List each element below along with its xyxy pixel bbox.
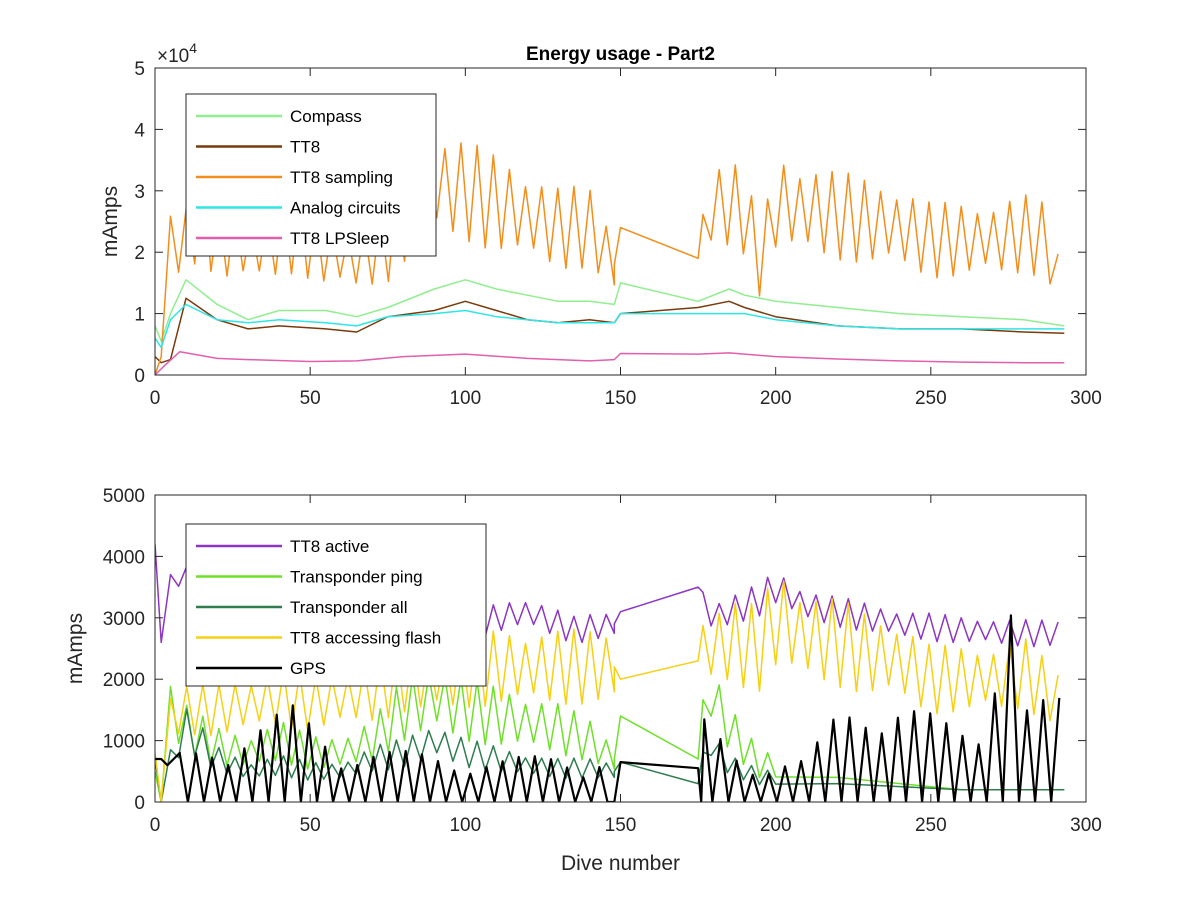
top-y-multiplier: ×104 [157, 40, 197, 67]
top-series-lines [155, 142, 1065, 375]
legend-entry-label: Analog circuits [290, 199, 401, 218]
x-tick-label: 150 [605, 388, 637, 409]
x-tick-label: 100 [449, 815, 481, 836]
legend-entry-label: TT8 accessing flash [290, 629, 441, 648]
top-legend: Compass TT8 TT8 sampling Analog circuits TT8… [185, 93, 437, 257]
x-tick-label: 200 [760, 388, 792, 409]
legend-entry-label: Compass [290, 107, 362, 126]
chart-title: Energy usage - Part2 [526, 44, 715, 65]
legend-box [185, 93, 437, 257]
multiplier-exponent: 4 [189, 40, 197, 56]
x-tick-label: 300 [1070, 388, 1102, 409]
x-tick-label: 200 [760, 815, 792, 836]
y-tick-label: 4 [134, 120, 145, 141]
x-tick-label: 300 [1070, 815, 1102, 836]
y-tick-label: 4000 [103, 547, 145, 568]
y-tick-label: 3000 [103, 609, 145, 630]
legend-entry-label: TT8 active [290, 537, 369, 556]
x-tick-label: 250 [915, 815, 947, 836]
y-tick-label: 5000 [103, 486, 145, 507]
y-tick-label: 2000 [103, 670, 145, 691]
legend-entry-label: Transponder ping [290, 568, 423, 587]
x-tick-label: 0 [150, 388, 161, 409]
series-line-transponder-ping [155, 674, 1065, 802]
y-tick-label: 1000 [103, 732, 145, 753]
series-line-tt8-lpsleep [155, 350, 1065, 375]
bottom-y-axis-label: mAmps [64, 613, 87, 684]
x-tick-label: 100 [449, 388, 481, 409]
bottom-legend: TT8 active Transponder ping Transponder al… [185, 523, 487, 687]
series-line-tt8-accessing-flash [155, 580, 1059, 802]
bottom-chart: 0 50 100 150 200 250 300 0 1000 2000 3000 4000 5000… [64, 486, 1102, 875]
x-tick-label: 50 [300, 388, 321, 409]
series-line-compass [155, 279, 1065, 342]
y-tick-label: 3 [134, 182, 145, 203]
legend-entry-label: TT8 [290, 138, 320, 157]
multiplier-base: ×10 [157, 46, 189, 67]
legend-entry-label: Transponder all [290, 598, 408, 617]
bottom-y-ticks: 0 1000 2000 3000 4000 5000 [103, 486, 1086, 814]
x-tick-label: 50 [300, 815, 321, 836]
y-tick-label: 5 [134, 59, 145, 80]
x-tick-label: 0 [150, 815, 161, 836]
bottom-x-axis-label: Dive number [561, 852, 680, 875]
legend-entry-label: TT8 LPSleep [290, 229, 389, 248]
bottom-x-ticks: 0 50 100 150 200 250 300 [150, 495, 1102, 836]
y-tick-label: 0 [134, 366, 145, 387]
top-x-ticks: 0 50 100 150 200 250 300 [150, 68, 1102, 409]
y-tick-label: 1 [134, 305, 145, 326]
legend-entry-label: GPS [290, 659, 326, 678]
top-y-axis-label: mAmps [99, 186, 122, 257]
series-line-analog-circuits [155, 303, 1065, 349]
top-chart: 0 50 100 150 200 250 300 0 1 2 3 4 5 Energy usage -… [99, 40, 1102, 409]
x-tick-label: 250 [915, 388, 947, 409]
top-y-ticks: 0 1 2 3 4 5 [134, 59, 1086, 387]
x-tick-label: 150 [605, 815, 637, 836]
legend-entry-label: TT8 sampling [290, 168, 393, 187]
legend-box [185, 523, 487, 687]
y-tick-label: 2 [134, 243, 145, 264]
series-line-gps [155, 614, 1061, 802]
y-tick-label: 0 [134, 793, 145, 814]
